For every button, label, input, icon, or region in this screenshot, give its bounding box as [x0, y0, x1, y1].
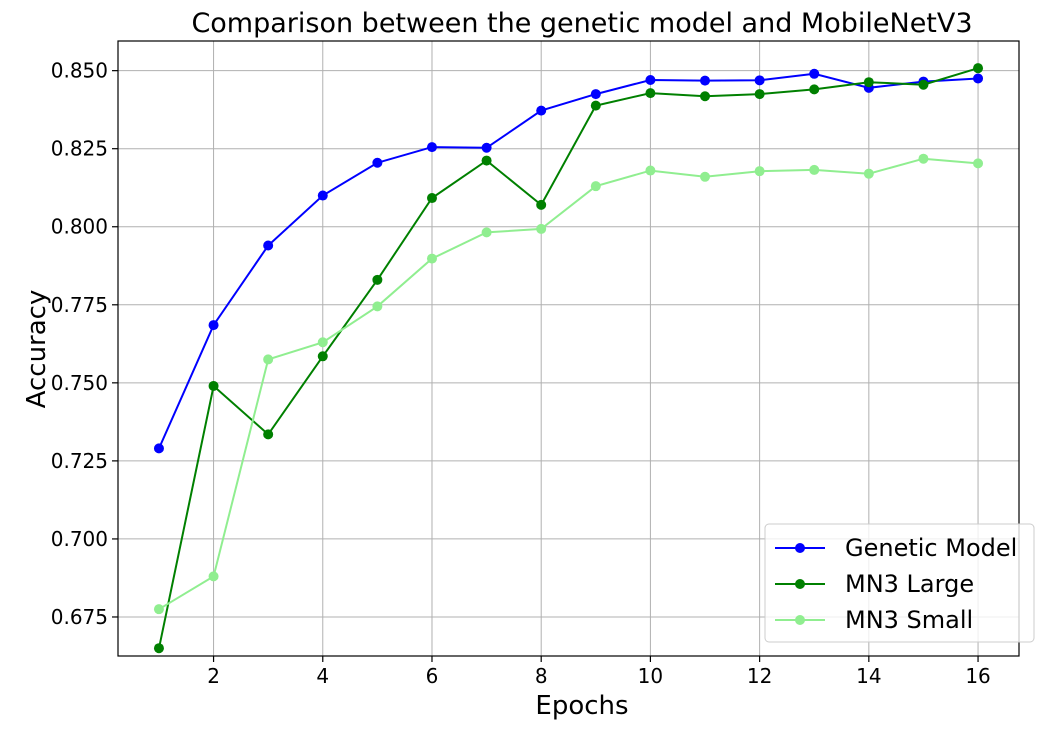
data-point-mn3-large — [372, 274, 383, 285]
data-point-mn3-small — [645, 165, 656, 176]
legend-entries: Genetic Model MN3 Large MN3 Small — [775, 534, 1017, 634]
y-tick-label: 0.750 — [51, 371, 108, 395]
data-point-mn3-small — [536, 223, 547, 234]
y-tick-label: 0.725 — [51, 449, 108, 473]
data-point-mn3-large — [973, 63, 984, 74]
y-axis-label: Accuracy — [22, 290, 52, 409]
x-axis-label: Epochs — [535, 691, 628, 721]
x-axis-ticks: 2 4 6 8 10 12 14 16 — [207, 656, 991, 688]
x-tick-label: 16 — [965, 664, 990, 688]
data-point-genetic-model — [973, 73, 984, 84]
data-point-mn3-small — [590, 181, 601, 192]
data-point-mn3-small — [263, 354, 274, 365]
data-point-genetic-model — [372, 157, 383, 168]
data-point-mn3-large — [481, 155, 492, 166]
series-genetic-model — [153, 68, 984, 454]
data-point-genetic-model — [317, 190, 328, 201]
data-point-genetic-model — [645, 75, 656, 86]
x-tick-label: 12 — [747, 664, 772, 688]
data-point-mn3-large — [426, 193, 437, 204]
data-point-mn3-large — [863, 77, 874, 88]
y-tick-label: 0.700 — [51, 527, 108, 551]
data-point-mn3-small — [426, 253, 437, 264]
data-point-genetic-model — [426, 142, 437, 153]
data-point-mn3-large — [536, 199, 547, 210]
grid-lines — [118, 41, 1019, 656]
data-point-mn3-large — [700, 91, 711, 102]
data-point-genetic-model — [809, 68, 820, 79]
series-line-genetic-model — [158, 72, 979, 449]
y-tick-label: 0.825 — [51, 137, 108, 161]
y-tick-label: 0.675 — [51, 605, 108, 629]
data-point-genetic-model — [208, 320, 219, 331]
data-point-mn3-large — [918, 79, 929, 90]
data-point-mn3-small — [809, 164, 820, 175]
data-point-mn3-large — [754, 89, 765, 100]
data-point-mn3-large — [317, 351, 328, 362]
legend-marker — [795, 615, 805, 625]
data-point-mn3-large — [590, 100, 601, 111]
legend-label: Genetic Model — [845, 534, 1017, 562]
x-tick-label: 10 — [638, 664, 663, 688]
legend-entry-mn3-large: MN3 Large — [775, 570, 974, 598]
y-tick-label: 0.775 — [51, 293, 108, 317]
data-point-genetic-model — [590, 89, 601, 100]
data-point-genetic-model — [153, 443, 164, 454]
legend-marker — [795, 579, 805, 589]
data-point-genetic-model — [263, 240, 274, 251]
y-axis-ticks: 0.675 0.700 0.725 0.750 0.775 0.800 0.825 0.850 — [51, 59, 118, 629]
data-point-genetic-model — [536, 105, 547, 116]
legend: Genetic Model MN3 Large MN3 Small — [764, 523, 1035, 643]
series-mn3-large — [153, 63, 984, 654]
data-point-mn3-large — [645, 88, 656, 99]
legend-marker — [795, 543, 805, 553]
data-point-genetic-model — [481, 142, 492, 153]
x-tick-label: 4 — [316, 664, 329, 688]
plot-series — [153, 63, 984, 654]
legend-entry-genetic-model: Genetic Model — [775, 534, 1017, 562]
data-point-mn3-large — [208, 380, 219, 391]
data-point-mn3-large — [153, 643, 164, 654]
data-point-genetic-model — [754, 75, 765, 86]
data-point-mn3-small — [918, 153, 929, 164]
plot-frame — [117, 40, 1020, 657]
y-tick-label: 0.850 — [51, 59, 108, 83]
y-tick-label: 0.800 — [51, 215, 108, 239]
legend-entry-mn3-small: MN3 Small — [775, 606, 973, 634]
x-tick-label: 14 — [856, 664, 881, 688]
data-point-mn3-small — [208, 571, 219, 582]
x-tick-label: 2 — [207, 664, 220, 688]
data-point-mn3-small — [973, 158, 984, 169]
chart-title: Comparison between the genetic model and… — [191, 8, 972, 39]
data-point-mn3-small — [863, 168, 874, 179]
data-point-mn3-small — [481, 227, 492, 238]
legend-label: MN3 Large — [845, 570, 974, 598]
series-mn3-small — [153, 153, 984, 615]
series-line-mn3-small — [158, 157, 979, 611]
data-point-mn3-small — [700, 171, 711, 182]
data-point-mn3-small — [153, 604, 164, 615]
legend-label: MN3 Small — [845, 606, 973, 634]
data-point-mn3-small — [754, 166, 765, 177]
data-point-genetic-model — [700, 75, 711, 86]
x-tick-label: 8 — [535, 664, 548, 688]
data-point-mn3-large — [263, 429, 274, 440]
data-point-mn3-small — [372, 301, 383, 312]
series-line-mn3-large — [158, 67, 979, 649]
legend-box — [764, 523, 1035, 643]
x-tick-label: 6 — [426, 664, 439, 688]
data-point-mn3-large — [809, 84, 820, 95]
data-point-mn3-small — [317, 337, 328, 348]
